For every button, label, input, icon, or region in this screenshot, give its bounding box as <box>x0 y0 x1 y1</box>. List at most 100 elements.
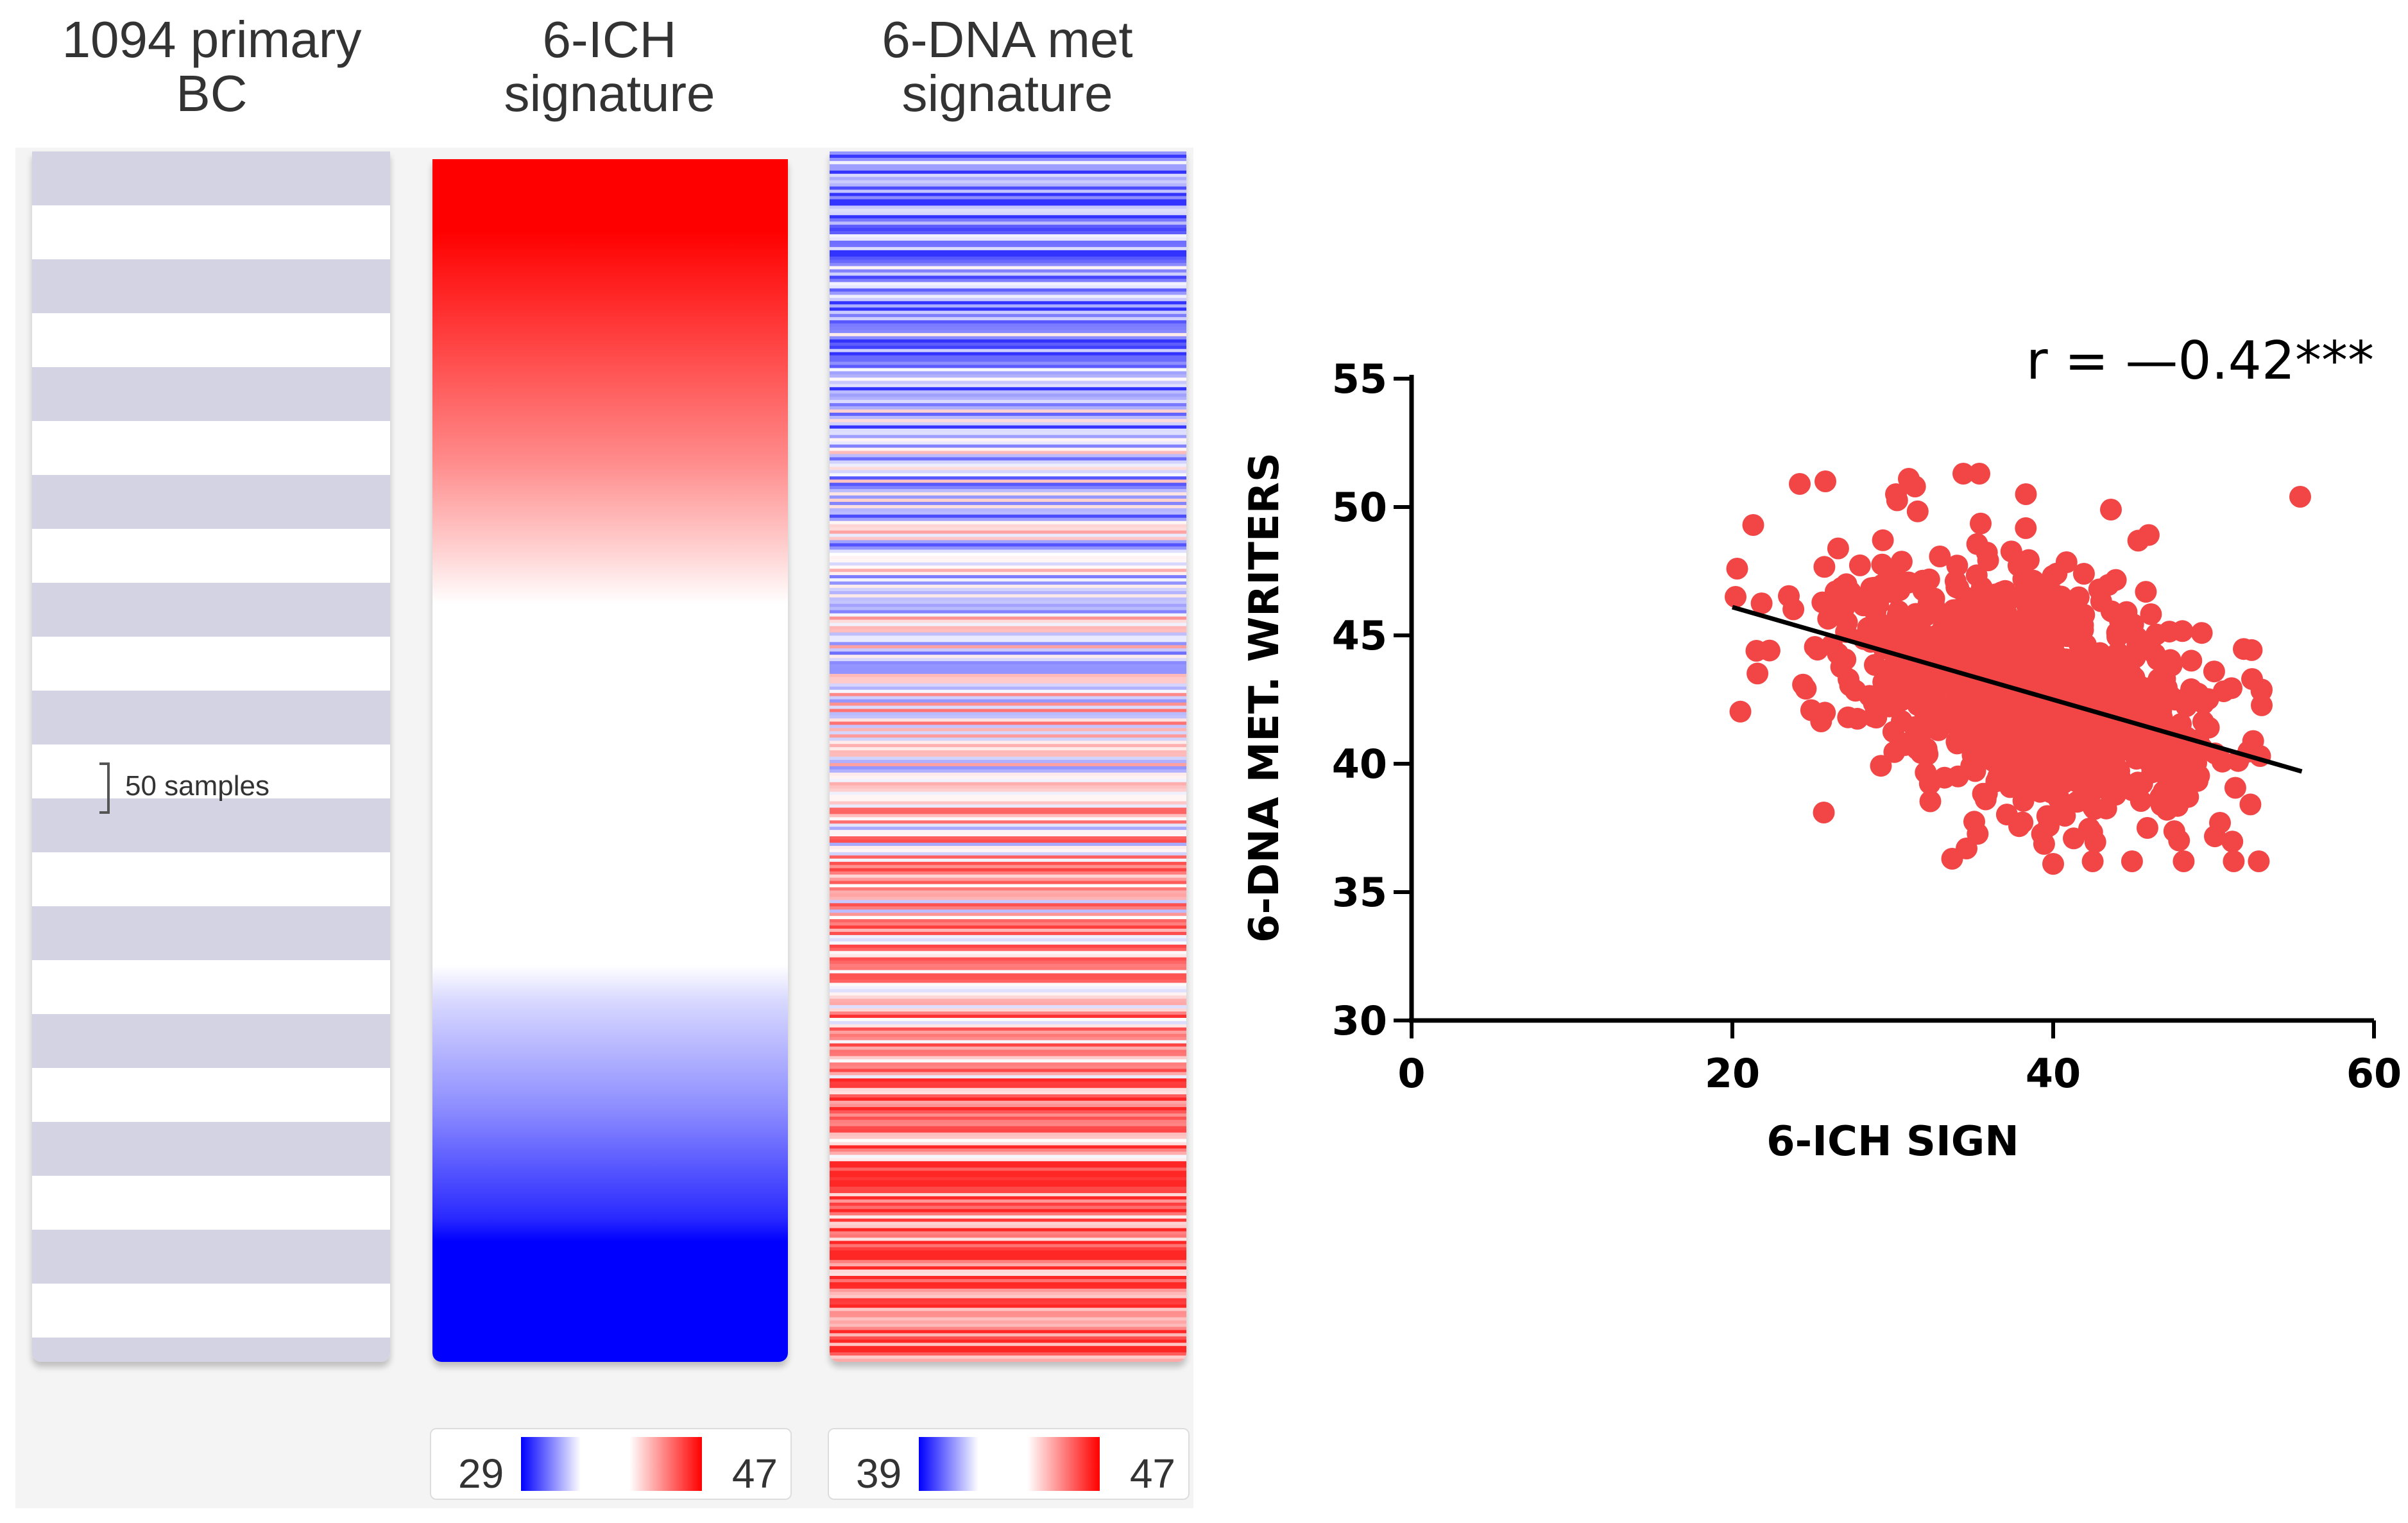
dna-stripe <box>830 1002 1186 1006</box>
scatter-point <box>1968 618 1990 641</box>
dna-stripe <box>830 661 1186 665</box>
y-tick-label: 35 <box>1332 869 1387 916</box>
dna-stripe <box>830 393 1186 397</box>
dna-stripe <box>830 632 1186 636</box>
scale-bracket <box>99 762 110 814</box>
scatter-point <box>2209 812 2231 834</box>
scatter-point <box>1968 463 1990 485</box>
dna-stripe <box>830 1174 1186 1178</box>
scatter-point <box>2101 743 2123 765</box>
dna-stripe <box>830 839 1186 843</box>
dna-stripe <box>830 757 1186 761</box>
sample-band <box>32 151 390 205</box>
dna-stripe <box>830 877 1186 882</box>
dna-stripe <box>830 1053 1186 1057</box>
dna-stripe <box>830 1177 1186 1181</box>
dna-stripe <box>830 699 1186 703</box>
scatter-point <box>2221 830 2244 853</box>
scatter-point <box>2180 650 2203 672</box>
dna-stripe <box>830 272 1186 277</box>
scatter-point <box>1778 585 1800 607</box>
dna-stripe <box>830 460 1186 464</box>
dna-stripe <box>830 798 1186 802</box>
dna-stripe <box>830 562 1186 566</box>
scatter-point <box>2140 603 2162 625</box>
dna-stripe <box>830 1161 1186 1165</box>
scatter-point <box>1919 790 1942 813</box>
dna-stripe <box>830 884 1186 888</box>
dna-stripe <box>830 686 1186 691</box>
dna-stripe <box>830 1339 1186 1343</box>
dna-stripe <box>830 1247 1186 1251</box>
dna-stripe <box>830 616 1186 621</box>
dna-stripe <box>830 298 1186 302</box>
dna-stripe <box>830 1336 1186 1340</box>
scatter-point <box>1907 693 1929 715</box>
dna-stripe <box>830 584 1186 589</box>
scatter-point <box>1830 656 1852 678</box>
dna-stripe <box>830 613 1186 617</box>
scatter-point <box>2042 853 2064 875</box>
dna-stripe <box>830 788 1186 793</box>
scatter-point <box>2012 789 2035 812</box>
dna-stripe <box>830 607 1186 611</box>
dna-stripe <box>830 218 1186 222</box>
dna-stripe <box>830 1171 1186 1175</box>
dna-stripe <box>830 680 1186 684</box>
scatter-point <box>1940 640 1962 662</box>
scatter-point <box>1976 782 1998 805</box>
dna-stripe <box>830 575 1186 579</box>
dna-stripe <box>830 1263 1186 1267</box>
dna-stripe <box>830 569 1186 572</box>
dna-stripe <box>830 295 1186 298</box>
dna-stripe <box>830 1027 1186 1031</box>
scatter-point <box>1726 558 1748 580</box>
y-tick-label: 40 <box>1332 741 1387 787</box>
dna-stripe <box>830 858 1186 863</box>
scatter-point <box>1725 586 1746 608</box>
dna-stripe <box>830 769 1186 773</box>
x-tick-label: 60 <box>2346 1050 2402 1097</box>
dna-stripe <box>830 559 1186 563</box>
dna-stripe <box>830 1116 1186 1121</box>
dna-stripe <box>830 483 1186 486</box>
scatter-point <box>2054 798 2076 820</box>
dna-stripe <box>830 951 1186 955</box>
scatter-point <box>2097 574 2120 596</box>
dna-stripe <box>830 1288 1186 1293</box>
dna-stripe <box>830 741 1186 744</box>
dna-stripe <box>830 415 1186 420</box>
legend-gradient <box>521 1437 702 1491</box>
scatter-point <box>1817 608 1840 630</box>
dna-stripe <box>830 967 1186 971</box>
dna-stripe <box>830 1327 1186 1330</box>
scatter-point <box>1815 470 1836 492</box>
dna-stripe <box>830 1196 1186 1200</box>
dna-stripe <box>830 979 1186 983</box>
scatter-point <box>2105 784 2127 806</box>
dna-stripe <box>830 954 1186 958</box>
dna-stripe <box>830 521 1186 525</box>
dna-stripe <box>830 705 1186 710</box>
dna-stripe <box>830 457 1186 461</box>
dna-stripe <box>830 336 1186 340</box>
scatter-point <box>1746 662 1769 685</box>
scatter-point <box>1872 529 1894 551</box>
dna-stripe <box>830 1221 1186 1226</box>
dna-stripe <box>830 256 1186 261</box>
dna-stripe <box>830 1139 1186 1143</box>
scatter-point <box>2122 676 2145 699</box>
dna-stripe <box>830 473 1186 477</box>
scatter-point <box>1813 556 1836 578</box>
dna-stripe <box>830 202 1186 206</box>
dna-stripe <box>830 594 1186 598</box>
dna-stripe <box>830 1333 1186 1337</box>
dna-stripe <box>830 157 1186 162</box>
dna-stripe <box>830 658 1186 662</box>
dna-stripe <box>830 412 1186 417</box>
dna-stripe <box>830 1231 1186 1235</box>
scatter-point <box>2126 771 2149 794</box>
scatter-point <box>2038 778 2060 800</box>
dna-stripe <box>830 651 1186 655</box>
dna-stripe <box>830 693 1186 697</box>
